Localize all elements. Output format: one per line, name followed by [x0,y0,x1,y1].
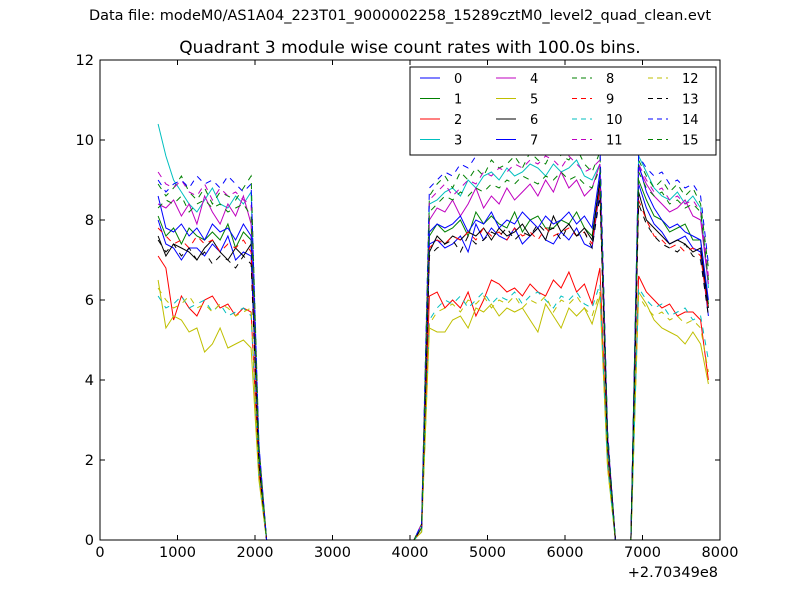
legend-label-9: 9 [606,93,614,108]
series-line-7 [157,163,709,540]
legend-label-11: 11 [606,134,623,149]
figure-suptitle: Data file: modeM0/AS1A04_223T01_90000022… [88,8,712,24]
legend-label-13: 13 [682,93,699,108]
y-tick-label: 2 [85,453,94,469]
series-line-5 [157,279,709,540]
legend-box [409,66,717,156]
series-line-2 [157,255,709,540]
y-tick-label: 0 [85,533,94,549]
legend-label-7: 7 [530,134,538,149]
legend-label-6: 6 [530,113,538,128]
series-line-8 [157,146,709,540]
series-line-3 [157,123,709,540]
legend-label-1: 1 [454,93,462,108]
legend-label-4: 4 [530,72,538,87]
legend-label-12: 12 [682,72,699,87]
series-line-4 [157,163,709,540]
ticks-layer: 0 1000 2000 3000 4000 5000 6000 7000 80000246810… [76,53,739,561]
y-tick-label: 6 [85,293,94,309]
x-tick-label: 3000 [314,545,351,561]
series-line-6 [157,179,709,540]
legend-label-8: 8 [606,72,614,87]
legend-label-5: 5 [530,93,538,108]
legend-label-14: 14 [682,113,699,128]
series-line-0 [157,183,709,540]
legend-label-0: 0 [454,72,462,87]
series-line-12 [157,287,709,540]
legend-label-2: 2 [454,113,462,128]
legend-label-3: 3 [454,134,462,149]
x-tick-label: 6000 [547,545,584,561]
x-tick-label: 4000 [392,545,429,561]
series-layer [157,123,709,540]
series-line-9 [157,187,709,540]
x-tick-label: 8000 [702,545,739,561]
series-line-1 [157,179,709,540]
series-line-15 [157,167,709,540]
y-tick-label: 8 [85,213,94,229]
series-line-11 [157,155,709,540]
x-tick-label: 7000 [624,545,661,561]
series-line-10 [157,283,709,540]
x-tick-label: 2000 [237,545,274,561]
x-offset-label: +2.70349e8 [628,565,718,581]
legend-label-15: 15 [682,134,699,149]
chart-title: Quadrant 3 module wise count rates with … [179,38,640,58]
series-line-13 [157,195,709,540]
x-tick-label: 5000 [469,545,506,561]
y-tick-label: 12 [76,53,94,69]
legend-label-10: 10 [606,113,623,128]
x-tick-label: 0 [95,545,104,561]
y-tick-label: 10 [76,133,94,149]
y-tick-label: 4 [85,373,94,389]
series-line-14 [157,127,709,540]
x-tick-label: 1000 [159,545,196,561]
